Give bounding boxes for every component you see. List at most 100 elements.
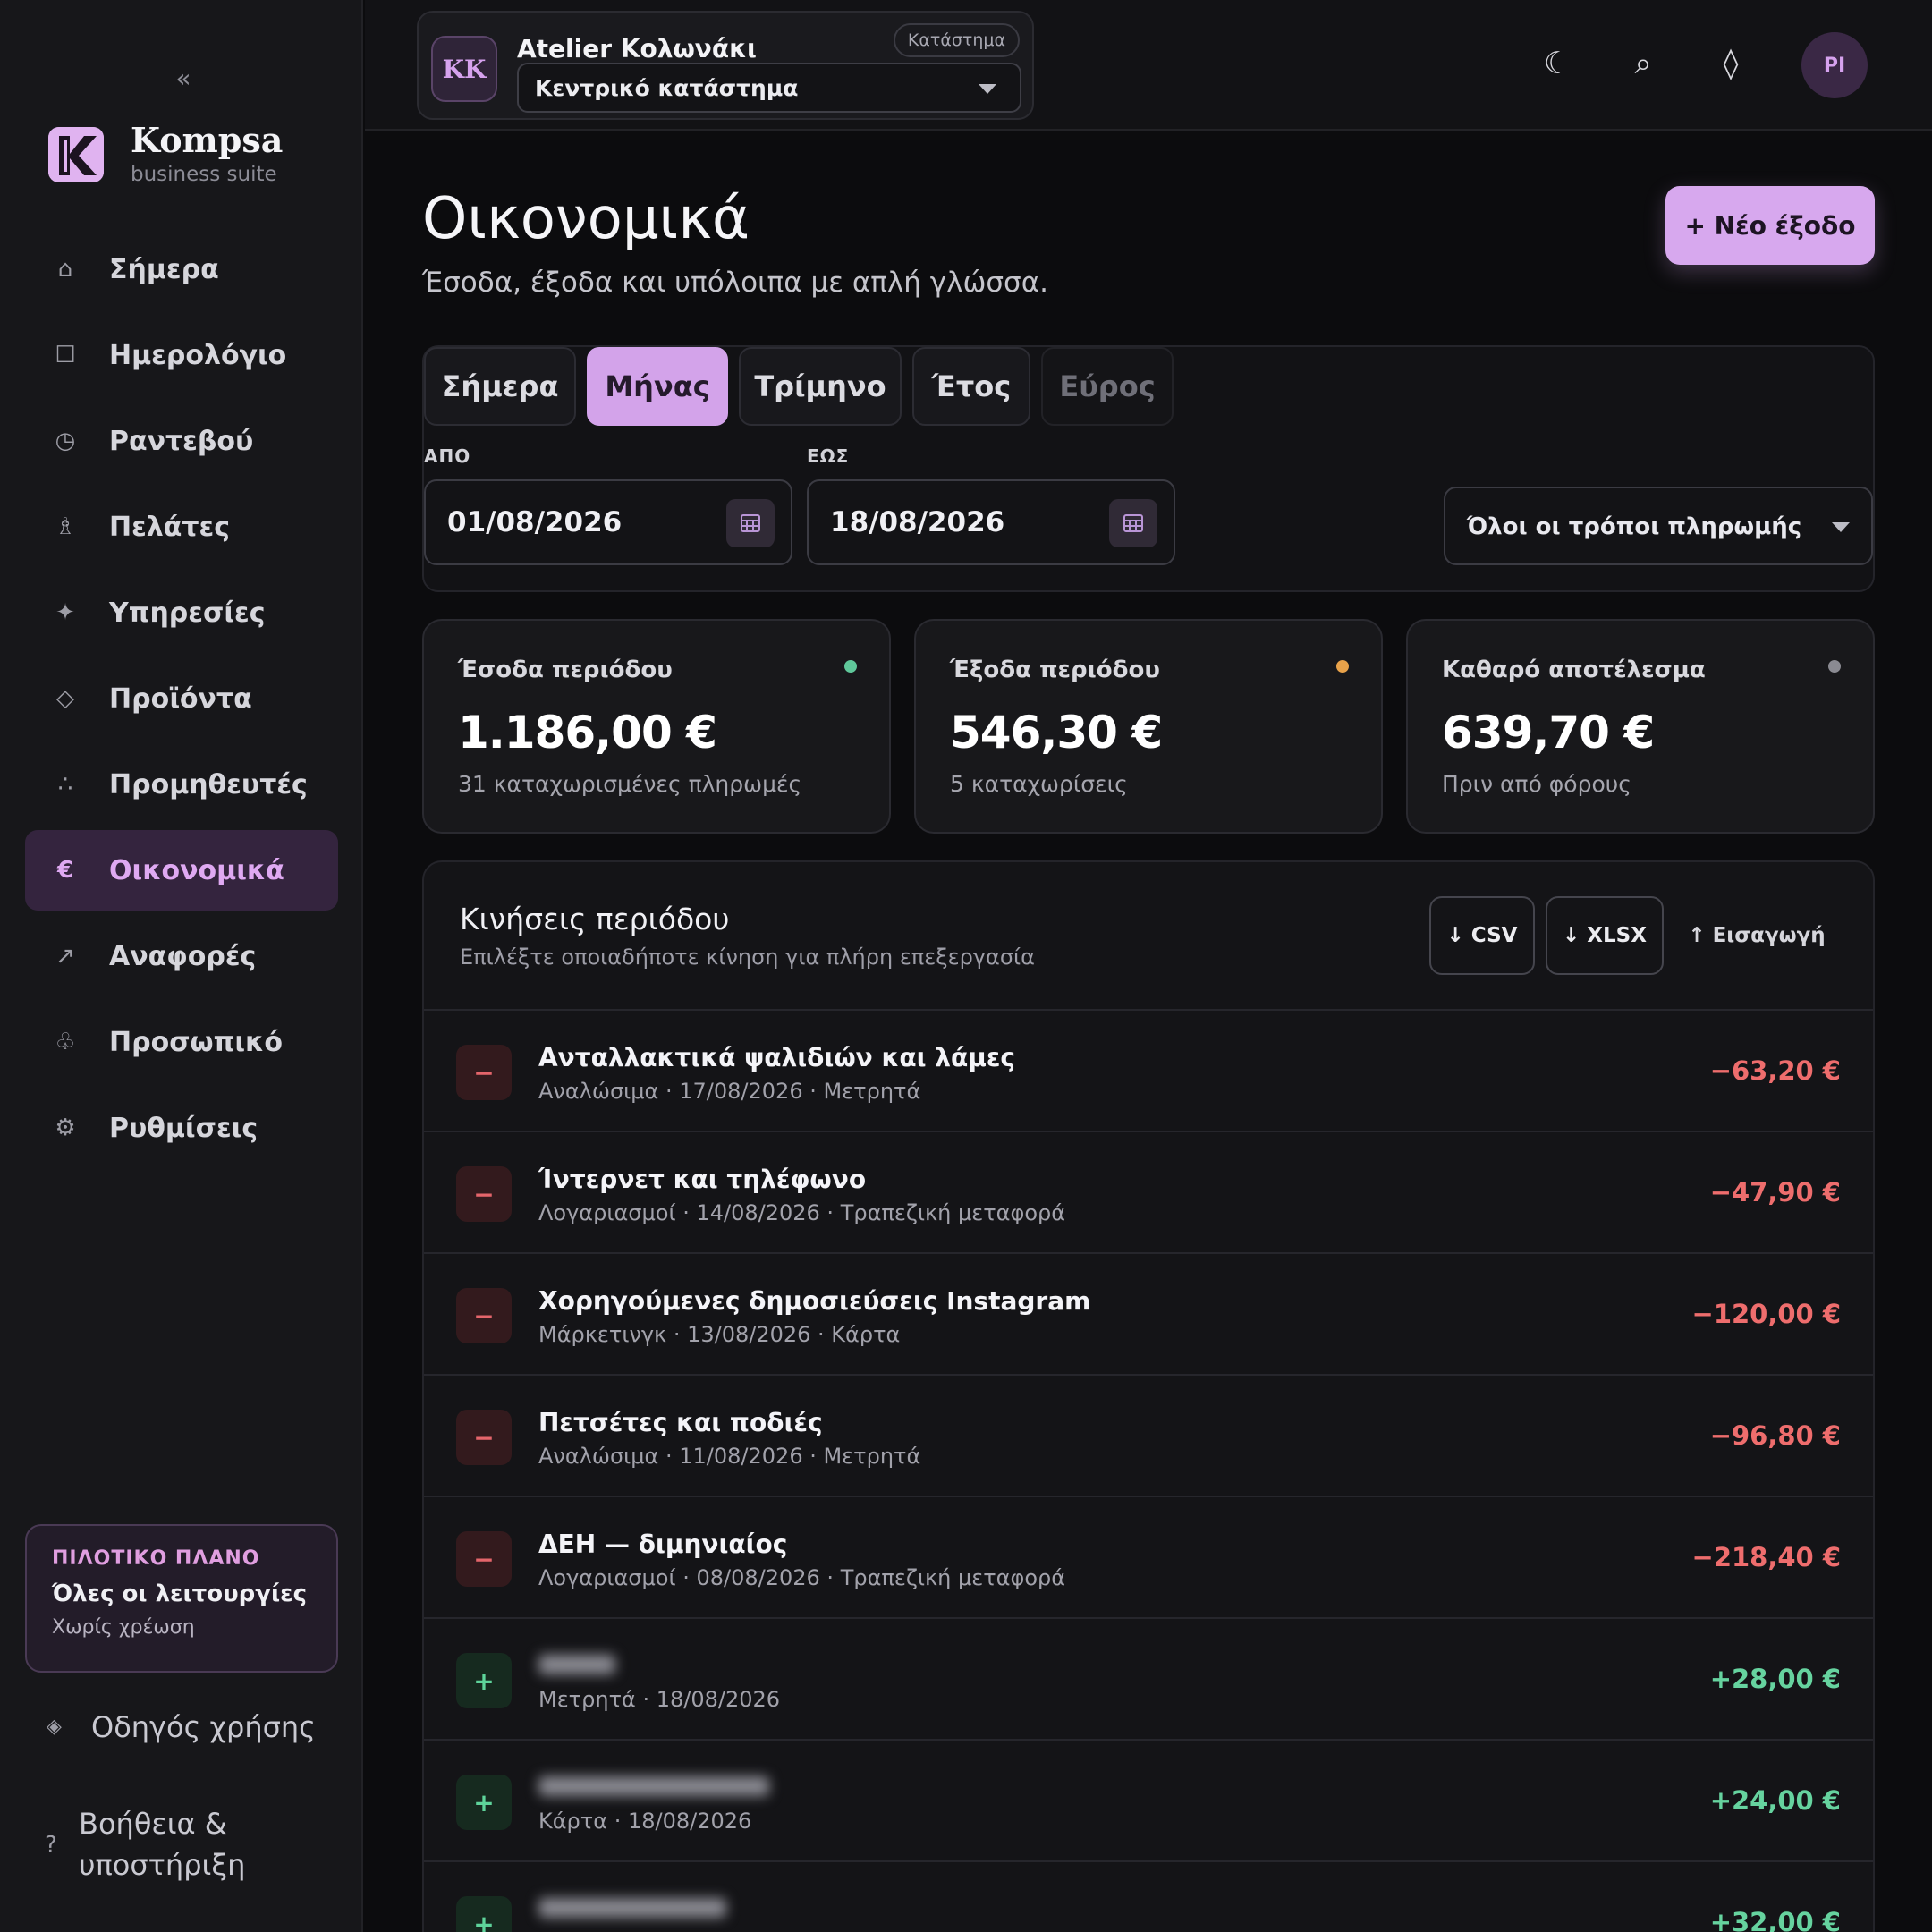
sidebar-item-label: Προϊόντα (109, 682, 252, 715)
export-xlsx-button[interactable]: ↓ XLSX (1546, 896, 1664, 975)
sidebar-item-settings[interactable]: ⚙ Ρυθμίσεις (25, 1088, 338, 1168)
to-label: ΕΩΣ (807, 445, 850, 467)
page-subtitle: Έσοδα, έξοδα και υπόλοιπα με απλή γλώσσα… (422, 267, 1048, 299)
help-label-line2: υποστήριξη (79, 1848, 246, 1882)
tab-range[interactable]: Εύρος (1041, 347, 1174, 426)
transaction-row[interactable]: + Κάρτα · 18/08/2026 +24,00 € (424, 1741, 1873, 1862)
user-avatar[interactable]: PI (1801, 32, 1868, 98)
transaction-amount: +28,00 € (1709, 1664, 1841, 1694)
minus-icon: − (456, 1410, 512, 1465)
from-date-field[interactable]: 01/08/2026 (424, 479, 792, 565)
transaction-row[interactable]: − Χορηγούμενες δημοσιεύσεις Instagram Μά… (424, 1254, 1873, 1376)
diamond-icon[interactable]: ◊ (1723, 46, 1739, 81)
transaction-amount: −63,20 € (1709, 1055, 1841, 1086)
sidebar-item-calendar[interactable]: ☐ Ημερολόγιο (25, 315, 338, 395)
transaction-amount: +24,00 € (1709, 1785, 1841, 1816)
payment-method-select[interactable]: Όλοι οι τρόποι πληρωμής (1444, 487, 1873, 565)
calendar-icon: ☐ (55, 342, 76, 369)
sidebar-item-services[interactable]: ✦ Υπηρεσίες (25, 572, 338, 653)
transaction-row[interactable]: + +32,00 € (424, 1862, 1873, 1932)
sidebar-item-label: Υπηρεσίες (109, 597, 266, 629)
sidebar: « Kompsa business suite ⌂ Σήμερα ☐ Ημερο… (0, 0, 363, 1932)
sidebar-item-label: Ραντεβού (109, 425, 254, 457)
income-stat-card: Έσοδα περιόδου 1.186,00 € 31 καταχωρισμέ… (422, 619, 891, 834)
transaction-row[interactable]: + Μετρητά · 18/08/2026 +28,00 € (424, 1619, 1873, 1741)
person-icon: ♗ (55, 513, 76, 540)
export-csv-button[interactable]: ↓ CSV (1429, 896, 1535, 975)
new-expense-button[interactable]: + Νέο έξοδο (1665, 186, 1875, 265)
user-guide-link[interactable]: ◈ Οδηγός χρήσης (47, 1707, 316, 1748)
sidebar-item-label: Οικονομικά (109, 854, 284, 886)
to-date-value: 18/08/2026 (830, 506, 1005, 538)
brand-name: Kompsa (131, 120, 284, 160)
collapse-sidebar-button[interactable]: « (175, 64, 191, 93)
tab-year[interactable]: Έτος (912, 347, 1030, 426)
sidebar-item-products[interactable]: ◇ Προϊόντα (25, 658, 338, 739)
calendar-icon[interactable] (726, 499, 775, 547)
transaction-meta: Λογαριασμοί · 14/08/2026 · Τραπεζική μετ… (538, 1200, 1066, 1225)
kompsa-logo (48, 127, 104, 182)
store-badge: Κατάστημα (893, 23, 1020, 57)
sidebar-item-label: Αναφορές (109, 940, 257, 972)
plan-title: Όλες οι λειτουργίες (52, 1580, 307, 1607)
tab-quarter[interactable]: Τρίμηνο (739, 347, 902, 426)
store-switcher: KK Atelier Κολωνάκι Κατάστημα Κεντρικό κ… (417, 11, 1034, 120)
sidebar-item-today[interactable]: ⌂ Σήμερα (25, 229, 338, 309)
stat-title: Έξοδα περιόδου (950, 657, 1160, 683)
plan-card[interactable]: ΠΙΛΟΤΙΚΟ ΠΛΑΝΟ Όλες οι λειτουργίες Χωρίς… (25, 1524, 338, 1673)
status-dot (1828, 660, 1841, 673)
plus-icon: + (456, 1775, 512, 1830)
brand-subtitle: business suite (131, 163, 277, 186)
transaction-title-redacted (538, 1894, 726, 1924)
sidebar-item-staff[interactable]: ♧ Προσωπικό (25, 1002, 338, 1082)
store-avatar: KK (431, 36, 497, 102)
transaction-row[interactable]: − Ίντερνετ και τηλέφωνο Λογαριασμοί · 14… (424, 1132, 1873, 1254)
branch-select-value: Κεντρικό κατάστημα (535, 74, 799, 101)
status-dot (844, 660, 857, 673)
transaction-title: Πετσέτες και ποδιές (538, 1408, 823, 1437)
help-support-link[interactable]: ? Βοήθεια & υποστήριξη (45, 1803, 245, 1887)
sidebar-item-appointments[interactable]: ◷ Ραντεβού (25, 401, 338, 481)
badge-icon: ♧ (55, 1029, 76, 1055)
stat-subtitle: Πριν από φόρους (1442, 771, 1631, 797)
branch-select[interactable]: Κεντρικό κατάστημα (517, 63, 1021, 113)
moon-icon[interactable]: ☾ (1543, 46, 1572, 81)
transaction-meta: Λογαριασμοί · 08/08/2026 · Τραπεζική μετ… (538, 1565, 1066, 1590)
clock-icon: ◷ (55, 428, 76, 454)
transaction-meta: Αναλώσιμα · 17/08/2026 · Μετρητά (538, 1079, 921, 1104)
stat-subtitle: 5 καταχωρίσεις (950, 771, 1128, 797)
sidebar-item-finances[interactable]: € Οικονομικά (25, 830, 338, 911)
transaction-row[interactable]: − ΔΕΗ — διμηνιαίος Λογαριασμοί · 08/08/2… (424, 1497, 1873, 1619)
transaction-amount: −218,40 € (1691, 1542, 1841, 1572)
chevron-down-icon (1832, 522, 1850, 532)
plus-icon: + (456, 1653, 512, 1708)
gear-icon: ⚙ (55, 1114, 76, 1141)
sidebar-item-clients[interactable]: ♗ Πελάτες (25, 487, 338, 567)
to-date-field[interactable]: 18/08/2026 (807, 479, 1175, 565)
stat-title: Έσοδα περιόδου (458, 657, 673, 683)
transaction-title-redacted (538, 1773, 769, 1802)
sidebar-item-label: Ημερολόγιο (109, 339, 287, 371)
search-icon[interactable]: ⌕ (1634, 46, 1652, 81)
import-button[interactable]: ↑ Εισαγωγή (1688, 924, 1826, 947)
transactions-subtitle: Επιλέξτε οποιαδήποτε κίνηση για πλήρη επ… (460, 945, 1035, 970)
transaction-meta: Αναλώσιμα · 11/08/2026 · Μετρητά (538, 1444, 921, 1469)
payment-method-value: Όλοι οι τρόποι πληρωμής (1467, 513, 1802, 540)
stat-title: Καθαρό αποτέλεσμα (1442, 657, 1706, 683)
tab-today[interactable]: Σήμερα (424, 347, 576, 426)
page-title: Οικονομικά (422, 186, 750, 252)
status-dot (1336, 660, 1349, 673)
sidebar-item-suppliers[interactable]: ∴ Προμηθευτές (25, 744, 338, 825)
minus-icon: − (456, 1288, 512, 1343)
tab-month[interactable]: Μήνας (587, 347, 728, 426)
chevron-down-icon (979, 84, 996, 94)
transaction-row[interactable]: − Ανταλλακτικά ψαλιδιών και λάμες Αναλώσ… (424, 1011, 1873, 1132)
net-result-stat-card: Καθαρό αποτέλεσμα 639,70 € Πριν από φόρο… (1406, 619, 1875, 834)
minus-icon: − (456, 1045, 512, 1100)
transaction-row[interactable]: − Πετσέτες και ποδιές Αναλώσιμα · 11/08/… (424, 1376, 1873, 1497)
sparkle-icon: ✦ (55, 599, 75, 626)
sidebar-item-reports[interactable]: ↗ Αναφορές (25, 916, 338, 996)
stat-value: 1.186,00 € (458, 707, 717, 758)
minus-icon: − (456, 1531, 512, 1587)
calendar-icon[interactable] (1109, 499, 1157, 547)
